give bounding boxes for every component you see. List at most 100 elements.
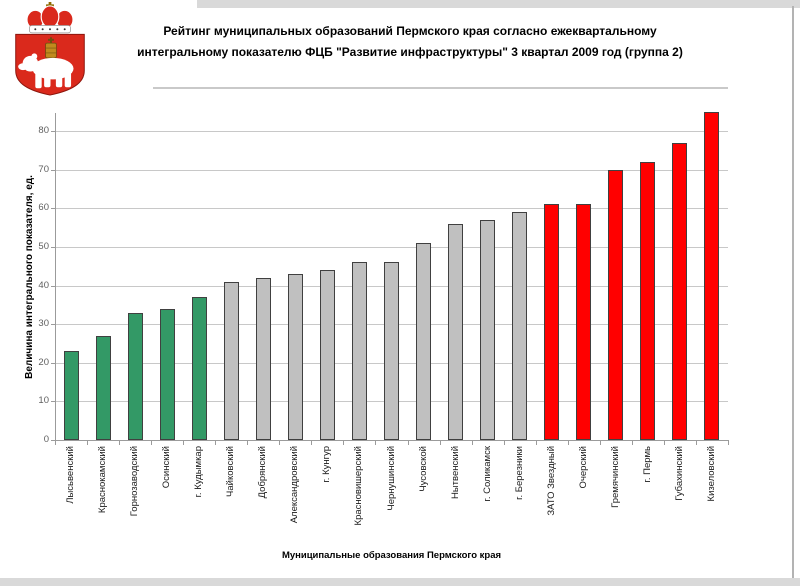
x-axis-category-label: Кизеловский [706,446,717,502]
perm-coat-of-arms-logo [8,2,92,98]
y-axis-tick [51,131,55,132]
x-axis-category-label: Чусовской [418,446,429,492]
x-axis-tick [632,440,633,445]
bar [416,243,431,440]
y-axis-title: Величина интегрального показателя, ед. [24,175,35,379]
chart-title-line-2: интегральному показателю ФЦБ "Развитие и… [137,45,683,59]
x-axis-tick [408,440,409,445]
chart-title: Рейтинг муниципальных образований Пермск… [110,21,710,63]
y-axis-tick-label: 70 [38,164,49,175]
x-axis-tick [55,440,56,445]
y-axis-tick-label: 50 [38,241,49,252]
bar [704,112,719,440]
x-axis-category-label: Чернушинский [386,446,397,511]
x-axis-category-label: Очерский [578,446,589,489]
x-axis-category-label: Горнозаводский [129,446,140,517]
bar [352,262,367,440]
x-axis-tick [472,440,473,445]
x-axis-tick [568,440,569,445]
bar [480,220,495,440]
x-axis-category-label: г. Пермь [642,446,653,483]
x-axis-tick [183,440,184,445]
bar [64,351,79,440]
bar [96,336,111,440]
x-axis-tick [728,440,729,445]
slide-right-border [792,6,794,578]
bar [256,278,271,440]
x-axis-category-label: Красновишерский [353,446,364,526]
y-axis-tick-label: 60 [38,202,49,213]
y-axis-tick [51,208,55,209]
x-axis-tick [343,440,344,445]
gridline [55,131,728,132]
bar [224,282,239,440]
bottom-edge-strip [0,578,800,586]
x-axis-category-label: Александровский [289,446,300,524]
x-axis-tick [119,440,120,445]
y-axis-tick [51,440,55,441]
x-axis-tick [215,440,216,445]
x-axis-category-label: Добрянский [257,446,268,499]
x-axis-tick [600,440,601,445]
x-axis-title: Муниципальные образования Пермского края [281,550,502,561]
y-axis-tick-label: 80 [38,125,49,136]
x-axis-tick [440,440,441,445]
x-axis-category-label: Губахинский [674,446,685,501]
bar [512,212,527,440]
gridline [55,247,728,248]
bar [128,313,143,440]
bar [320,270,335,440]
bar [640,162,655,440]
bar [672,143,687,440]
gridline [55,170,728,171]
x-axis-tick [664,440,665,445]
bar [384,262,399,440]
x-axis-tick [504,440,505,445]
x-axis-line [55,440,729,441]
bar [608,170,623,440]
x-axis-tick [247,440,248,445]
title-underline [153,87,728,89]
x-axis-category-label: г. Кудымкар [193,446,204,498]
y-axis-tick-label: 10 [38,395,49,406]
y-axis-line [55,113,56,441]
y-axis-tick [51,324,55,325]
x-axis-tick [536,440,537,445]
gridline [55,208,728,209]
bar [160,309,175,440]
y-axis-tick [51,286,55,287]
x-axis-category-label: Лысьвенский [65,446,76,504]
x-axis-category-label: Краснокамский [97,446,108,514]
coat-of-arms-icon [15,2,85,96]
bar [544,204,559,440]
x-axis-category-label: Чайковский [225,446,236,497]
x-axis-category-label: Осинский [161,446,172,489]
y-axis-tick-label: 40 [38,280,49,291]
x-axis-tick [696,440,697,445]
x-axis-tick [87,440,88,445]
y-axis-tick-label: 20 [38,357,49,368]
y-axis-tick [51,401,55,402]
bar [576,204,591,440]
x-axis-category-label: г. Кунгур [321,446,332,483]
x-axis-category-label: г. Березники [514,446,525,500]
bar [448,224,463,440]
x-axis-tick [375,440,376,445]
x-axis-category-label: г. Соликамск [482,446,493,502]
x-axis-tick [311,440,312,445]
x-axis-category-label: Нытвенский [450,446,461,500]
chart-title-line-1: Рейтинг муниципальных образований Пермск… [163,24,657,38]
y-axis-tick [51,363,55,364]
bar [192,297,207,440]
x-axis-category-label: ЗАТО Звездный [546,446,557,516]
x-axis-tick [151,440,152,445]
x-axis-category-label: Гремячинский [610,446,621,508]
bar [288,274,303,440]
y-axis-tick-label: 0 [43,434,49,445]
top-edge-strip [197,0,800,8]
y-axis-tick [51,247,55,248]
y-axis-tick [51,170,55,171]
y-axis-tick-label: 30 [38,318,49,329]
